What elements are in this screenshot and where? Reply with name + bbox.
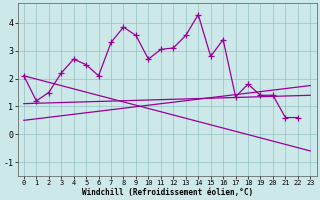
X-axis label: Windchill (Refroidissement éolien,°C): Windchill (Refroidissement éolien,°C) [82,188,253,197]
